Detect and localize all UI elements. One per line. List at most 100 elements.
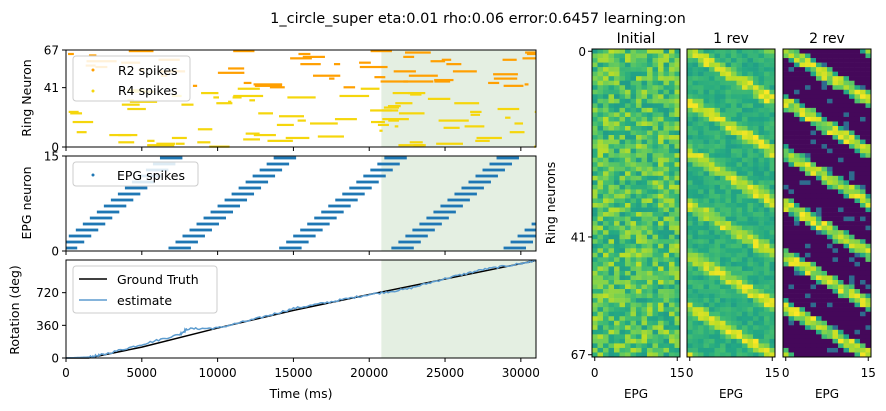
- heatmap-cell: [608, 311, 615, 317]
- heatmap-cell: [597, 49, 604, 54]
- heatmap-cell: [794, 270, 800, 276]
- heatmap-cell: [788, 103, 795, 109]
- heatmap-cell: [731, 334, 737, 340]
- heatmap-cell: [816, 225, 822, 231]
- heatmap-cell: [758, 121, 765, 127]
- heatmap-cell: [764, 239, 770, 245]
- heatmap-cell: [827, 116, 833, 122]
- heatmap-cell: [630, 189, 637, 195]
- heatmap-cell: [794, 121, 800, 127]
- heatmap-cell: [725, 329, 732, 335]
- heatmap-cell: [805, 207, 811, 213]
- heatmap-cell: [794, 225, 800, 231]
- ytick-label: 41: [571, 230, 586, 244]
- heatmap-cell: [827, 239, 833, 245]
- heatmap-cell: [703, 280, 710, 285]
- spike-mark: [409, 141, 423, 144]
- heatmap-cell: [630, 62, 637, 68]
- heatmap-cell: [849, 284, 855, 290]
- heatmap-cell: [652, 71, 659, 77]
- heatmap-cell: [799, 311, 806, 317]
- heatmap-cell: [725, 334, 732, 340]
- heatmap-cell: [692, 180, 699, 186]
- heatmap-cell: [854, 144, 861, 149]
- heatmap-cell: [714, 49, 721, 54]
- heatmap-cell: [821, 130, 828, 136]
- heatmap-cell: [652, 157, 659, 163]
- heatmap-cell: [720, 58, 726, 63]
- heatmap-cell: [742, 293, 748, 299]
- heatmap-cell: [625, 248, 631, 254]
- heatmap-cell: [698, 180, 704, 186]
- heatmap-cell: [663, 58, 670, 63]
- heatmap-cell: [652, 230, 659, 236]
- heatmap-cell: [827, 289, 833, 294]
- heatmap-cell: [608, 175, 615, 181]
- heatmap-cell: [619, 157, 626, 163]
- heatmap-cell: [747, 85, 754, 91]
- heatmap-cell: [799, 334, 806, 340]
- heatmap-cell: [647, 352, 653, 358]
- heatmap-cell: [788, 112, 795, 118]
- heatmap-cell: [608, 103, 615, 109]
- heatmap-cell: [619, 94, 626, 100]
- spike-mark: [382, 118, 409, 121]
- heatmap-cell: [849, 58, 855, 63]
- epg-spike-mark: [356, 180, 379, 184]
- heatmap-cell: [725, 67, 732, 72]
- heatmap-cell: [821, 284, 828, 290]
- heatmap-cell: [865, 49, 872, 54]
- heatmap-cell: [843, 89, 850, 95]
- heatmap-cell: [753, 266, 759, 272]
- spike-mark: [245, 132, 260, 135]
- heatmap-cell: [769, 157, 776, 163]
- heatmap-cell: [821, 225, 828, 231]
- heatmap-cell: [838, 207, 844, 213]
- heatmap-cell: [821, 85, 828, 91]
- heatmap-cell: [647, 266, 653, 272]
- heatmap-cell: [736, 275, 743, 281]
- heatmap-cell: [794, 334, 800, 340]
- heatmap-cell: [821, 203, 828, 208]
- heatmap-cell: [865, 116, 872, 122]
- heatmap-cell: [720, 257, 726, 263]
- heatmap-cell: [758, 289, 765, 294]
- heatmap-cell: [674, 334, 681, 340]
- heatmap-cell: [625, 338, 631, 344]
- heatmap-cell: [714, 289, 721, 294]
- spike-mark: [434, 78, 454, 82]
- heatmap-cell: [838, 130, 844, 136]
- heatmap-cell: [854, 135, 861, 140]
- heatmap-cell: [608, 225, 615, 231]
- heatmap-cell: [669, 203, 675, 208]
- heatmap-cell: [709, 320, 715, 326]
- heatmap-cell: [641, 184, 648, 190]
- heatmap-cell: [838, 311, 844, 317]
- heatmap-cell: [865, 316, 872, 322]
- spike-mark: [509, 131, 525, 134]
- heatmap-cell: [652, 266, 659, 272]
- heatmap-cell: [799, 257, 806, 263]
- heatmap-cell: [860, 261, 866, 267]
- heatmap-cell: [794, 266, 800, 272]
- heatmap-cell: [674, 89, 681, 95]
- heatmap-cell: [758, 334, 765, 340]
- heatmap-cell: [641, 316, 648, 322]
- heatmap-cell: [764, 212, 770, 217]
- heatmap-cell: [731, 343, 737, 349]
- heatmap-cell: [827, 216, 833, 222]
- heatmap-cell: [838, 144, 844, 149]
- heatmap-cell: [687, 311, 693, 317]
- heatmap-cell: [731, 112, 737, 118]
- spike-mark: [233, 50, 255, 53]
- epg-spike-mark: [231, 192, 255, 196]
- heatmap-cell: [783, 144, 789, 149]
- heatmap-cell: [758, 112, 765, 118]
- heatmap-cell: [838, 162, 844, 168]
- heatmap-cell: [720, 284, 726, 290]
- heatmap-cell: [625, 112, 631, 118]
- r4-spike-series: [68, 87, 537, 148]
- heatmap-cell: [669, 325, 675, 331]
- heatmap-cell: [742, 107, 748, 113]
- heatmap-cell: [783, 58, 789, 63]
